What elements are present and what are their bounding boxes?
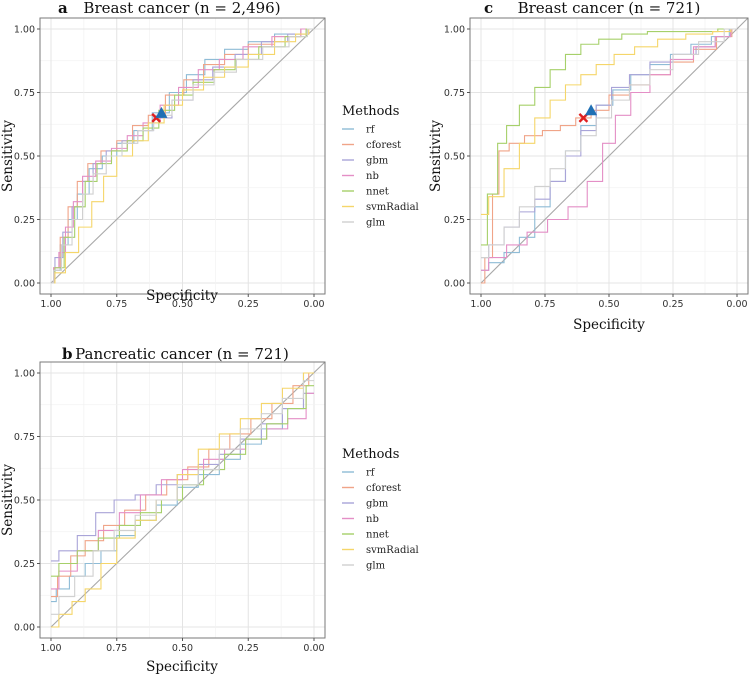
roc-line-svmRadial	[51, 28, 314, 284]
marker-triangle	[585, 104, 598, 116]
marker-triangle	[155, 106, 168, 118]
x-tick-label: 1.00	[40, 643, 61, 654]
y-tick-label: 0.00	[14, 279, 35, 290]
legend-item-svmRadial: svmRadial	[366, 545, 419, 556]
roc-panel-a: 1.00 0.75 0.50 0.25 0.00 0.00 0.25 0.50 0.75 1.00…	[0, 0, 419, 310]
legend-item-cforest: cforest	[366, 483, 401, 494]
y-tick-label: 1.00	[14, 25, 35, 36]
x-axis-label: Specificity	[146, 288, 218, 304]
legend-item-gbm: gbm	[366, 156, 389, 167]
legend: Methods rf cforest gbm nb nnet svmRadial glm	[342, 104, 419, 229]
x-tick-label: 0.50	[598, 299, 619, 310]
chart-title: Breast cancer (n = 2,496)	[83, 0, 280, 17]
panel-label: a	[58, 0, 68, 17]
reference-diagonal	[50, 17, 326, 284]
x-tick-label: 0.25	[662, 299, 683, 310]
y-tick-label: 0.25	[444, 215, 465, 226]
reference-diagonal	[480, 17, 749, 284]
y-axis-label: Sensitivity	[428, 120, 444, 192]
legend-title: Methods	[342, 104, 399, 119]
y-tick-label: 0.75	[14, 432, 35, 443]
y-tick-label: 1.00	[14, 369, 35, 380]
legend-title: Methods	[342, 447, 399, 462]
legend-item-rf: rf	[366, 125, 376, 136]
panel-label: b	[62, 345, 73, 363]
y-tick-label: 0.50	[444, 152, 465, 163]
legend-item-cforest: cforest	[366, 140, 401, 151]
y-tick-label: 0.75	[14, 88, 35, 99]
x-tick-label: 0.00	[303, 299, 324, 310]
x-axis-label: Specificity	[146, 659, 218, 674]
y-tick-label: 0.50	[14, 496, 35, 507]
y-tick-label: 1.00	[444, 25, 465, 36]
roc-line-glm	[51, 380, 314, 615]
y-tick-label: 0.25	[14, 559, 35, 570]
roc-line-svmRadial	[481, 28, 737, 215]
x-tick-label: 1.00	[470, 299, 491, 310]
y-tick-label: 0.25	[14, 215, 35, 226]
x-tick-label: 0.25	[238, 299, 259, 310]
legend-item-rf: rf	[366, 468, 376, 479]
legend-item-nb: nb	[366, 171, 379, 182]
legend-item-nb: nb	[366, 514, 379, 525]
x-tick-label: 0.75	[106, 643, 127, 654]
legend-item-nnet: nnet	[366, 530, 389, 541]
roc-panel-b: 1.00 0.75 0.50 0.25 0.00 0.00 0.25 0.50 0.75 1.00…	[0, 345, 419, 674]
x-axis-label: Specificity	[573, 317, 645, 333]
chart-title: Pancreatic cancer (n = 721)	[75, 345, 289, 363]
roc-panel-c: 1.00 0.75 0.50 0.25 0.00 0.00 0.25 0.50 0.75 1.00…	[428, 0, 749, 333]
roc-line-nnet	[481, 28, 737, 246]
roc-line-glm	[481, 28, 737, 259]
legend-item-svmRadial: svmRadial	[366, 202, 419, 213]
y-tick-label: 0.75	[444, 88, 465, 99]
x-tick-label: 0.00	[303, 643, 324, 654]
x-tick-label: 0.00	[726, 299, 747, 310]
x-tick-label: 0.75	[106, 299, 127, 310]
legend: Methods rf cforest gbm nb nnet svmRadial glm	[342, 447, 419, 572]
y-axis-label: Sensitivity	[0, 464, 16, 536]
panel-label: c	[484, 0, 493, 17]
x-tick-label: 0.50	[172, 299, 193, 310]
reference-diagonal	[50, 361, 326, 628]
legend-item-glm: glm	[366, 218, 386, 229]
chart-title: Breast cancer (n = 721)	[518, 0, 701, 17]
x-tick-label: 1.00	[40, 299, 61, 310]
y-tick-label: 0.00	[14, 623, 35, 634]
y-tick-label: 0.00	[444, 279, 465, 290]
legend-item-nnet: nnet	[366, 187, 389, 198]
y-axis-label: Sensitivity	[0, 120, 16, 192]
legend-item-gbm: gbm	[366, 499, 389, 510]
roc-line-nb	[481, 28, 737, 271]
x-tick-label: 0.25	[238, 643, 259, 654]
legend-item-glm: glm	[366, 561, 386, 572]
x-tick-label: 0.75	[534, 299, 555, 310]
y-tick-label: 0.50	[14, 152, 35, 163]
roc-line-glm	[51, 28, 314, 284]
x-tick-label: 0.50	[172, 643, 193, 654]
